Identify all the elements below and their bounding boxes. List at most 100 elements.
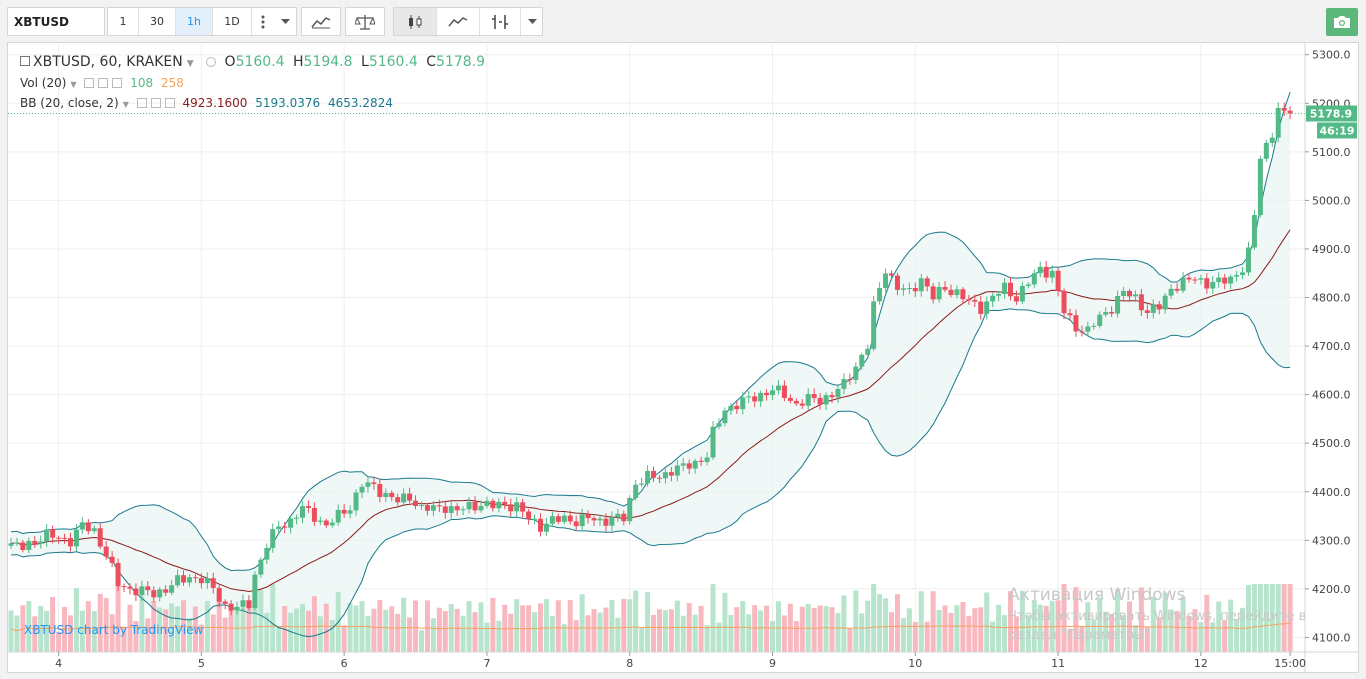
volume-bar [1007,591,1013,652]
volume-bar [329,620,335,652]
volume-bar [829,607,835,652]
close-icon[interactable] [164,98,175,108]
volume-bar [1144,626,1150,652]
candle-body [1210,282,1216,289]
open-value: 5160.4 [235,54,285,70]
candle-body [1216,277,1222,283]
volume-bar [472,612,478,652]
volume-bar [1043,605,1049,652]
volume-bar [1115,589,1121,652]
chevron-down-icon[interactable]: ▼ [122,100,129,109]
interval-1d-button[interactable]: 1D [224,15,240,28]
candle-body [1263,142,1269,159]
candle-body [413,500,419,506]
candle-body [627,497,633,522]
candle-body [115,562,121,587]
settings-icon[interactable] [150,98,161,108]
volume-bar [1150,596,1156,652]
camera-icon[interactable] [1326,8,1358,36]
volume-bar [912,621,918,652]
symbol-input[interactable] [7,7,105,36]
settings-icon[interactable] [206,57,217,67]
candle-body [835,388,841,398]
more-intervals-icon[interactable] [252,8,274,35]
candle-body [1275,107,1281,138]
candle-body [990,295,996,302]
candle-body [633,484,639,498]
interval-30-button[interactable]: 30 [150,15,164,28]
volume-bar [740,600,746,652]
candle-body [722,410,728,424]
area-chart-icon[interactable] [437,8,479,35]
volume-bar [781,615,787,652]
volume-bar [311,596,317,652]
interval-1h-button[interactable]: 1h [176,8,212,35]
candle-body [216,587,222,602]
price-tick-label: 4200.0 [1312,583,1351,596]
candle-body [829,395,835,398]
volume-bar [1091,619,1097,652]
candle-body [668,472,674,476]
candle-body [270,529,276,548]
volume-bar [984,592,990,652]
volume-bar [1216,601,1222,652]
chevron-down-icon[interactable] [521,8,543,35]
candle-body [448,506,454,513]
indicators-button[interactable] [301,7,341,36]
candle-body [181,575,187,583]
volume-bar [1186,615,1192,652]
volume-bar [543,599,549,652]
candle-body [442,506,448,513]
volume-bar [847,628,853,652]
volume-value: 108 [130,76,154,90]
candle-body [567,515,573,522]
candle-body [62,537,68,539]
candle-body [966,299,972,301]
interval-1-button[interactable]: 1 [119,15,127,28]
close-icon[interactable] [112,78,123,88]
price-tick-label: 4400.0 [1312,486,1351,499]
chevron-down-icon[interactable]: ▼ [186,59,194,69]
attribution-link[interactable]: XBTUSD chart by TradingView [24,623,204,637]
volume-bar [1002,615,1008,652]
price-tick-label: 4900.0 [1312,243,1351,256]
candle-body [692,460,698,469]
volume-bar [942,605,948,652]
chevron-down-icon[interactable] [274,8,296,35]
volume-bar [1013,616,1019,652]
candle-body [609,517,615,526]
time-tick-label: 11 [1051,657,1065,670]
volume-bar [38,605,44,652]
compare-button[interactable] [345,7,385,36]
candle-body [460,509,466,511]
volume-bar [1085,602,1091,652]
volume-bar [490,597,496,652]
candle-body [407,493,413,501]
candle-body [817,397,823,405]
candles-icon[interactable] [394,8,436,35]
candle-body [1037,266,1043,274]
volume-label: Vol (20) [20,76,67,90]
settings-icon[interactable] [98,78,109,88]
price-chart[interactable]: 4100.0 4200.0 4300.0 4400.0 4500.0 4600.0 4700… [8,43,1358,672]
volume-bar [252,584,258,652]
volume-bar [8,610,14,652]
bars-replay-icon[interactable] [480,8,520,35]
candle-body [579,514,585,527]
candle-body [490,500,496,509]
volume-bar [871,584,877,652]
candle-body [1085,326,1091,332]
volume-bar [1204,594,1210,652]
candle-body [1121,290,1127,296]
volume-bar [603,607,609,652]
eye-icon[interactable] [84,78,95,88]
volume-bar [478,602,484,652]
volume-bar [906,608,912,652]
eye-icon[interactable] [136,98,147,108]
collapse-icon[interactable] [20,56,30,66]
chevron-down-icon[interactable]: ▼ [70,80,77,89]
volume-bar [216,591,222,652]
volume-bar [276,626,282,652]
candle-body [930,286,936,300]
chart-pane[interactable]: 4100.0 4200.0 4300.0 4400.0 4500.0 4600.0 4700… [7,42,1359,673]
